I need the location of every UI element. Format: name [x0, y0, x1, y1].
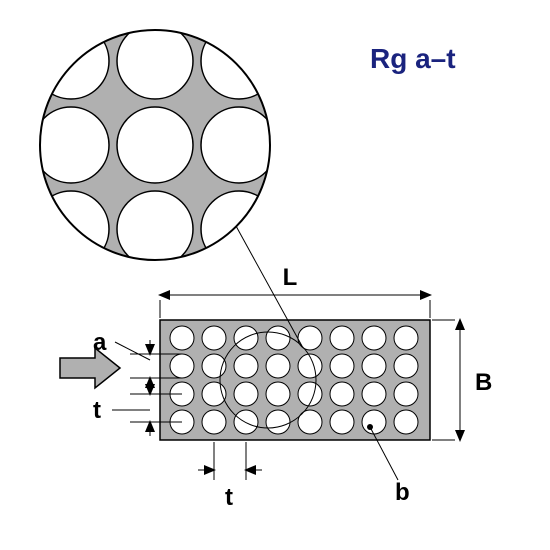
mag-hole	[117, 23, 193, 99]
diagram-title: Rg a–t	[370, 43, 456, 75]
plate-hole	[234, 326, 258, 350]
diagram-svg: b L B a t t	[0, 0, 550, 550]
dim-t-horizontal: t	[198, 442, 262, 511]
mag-hole	[201, 107, 277, 183]
plate-hole	[266, 382, 290, 406]
mag-hole	[201, 191, 277, 267]
plate-hole	[170, 354, 194, 378]
plate-hole	[362, 410, 386, 434]
label-t-v: t	[93, 397, 101, 424]
perforated-plate	[160, 320, 430, 440]
plate-hole	[362, 326, 386, 350]
thickness-arrow-icon	[60, 348, 120, 388]
plate-hole	[394, 326, 418, 350]
plate-hole	[266, 354, 290, 378]
plate-hole	[394, 410, 418, 434]
plate-hole	[266, 410, 290, 434]
plate-hole	[266, 326, 290, 350]
mag-hole	[33, 191, 109, 267]
plate-hole	[330, 326, 354, 350]
plate-hole	[330, 410, 354, 434]
label-b: b	[395, 479, 410, 506]
plate-hole	[234, 382, 258, 406]
plate-hole	[170, 326, 194, 350]
plate-hole	[202, 326, 226, 350]
label-L: L	[283, 264, 298, 291]
mag-hole	[33, 23, 109, 99]
mag-hole	[201, 23, 277, 99]
label-B: B	[475, 369, 492, 396]
plate-hole	[234, 410, 258, 434]
dim-L: L	[160, 264, 430, 318]
plate-hole	[330, 354, 354, 378]
mag-hole	[117, 191, 193, 267]
plate-hole	[330, 382, 354, 406]
mag-hole	[117, 107, 193, 183]
label-t-h: t	[225, 484, 233, 511]
plate-hole	[362, 354, 386, 378]
plate-hole	[394, 354, 418, 378]
plate-hole	[202, 410, 226, 434]
plate-hole	[362, 382, 386, 406]
plate-hole	[234, 354, 258, 378]
mag-hole	[33, 107, 109, 183]
plate-hole	[394, 382, 418, 406]
magnifier	[20, 10, 300, 290]
dim-B: B	[432, 320, 492, 440]
